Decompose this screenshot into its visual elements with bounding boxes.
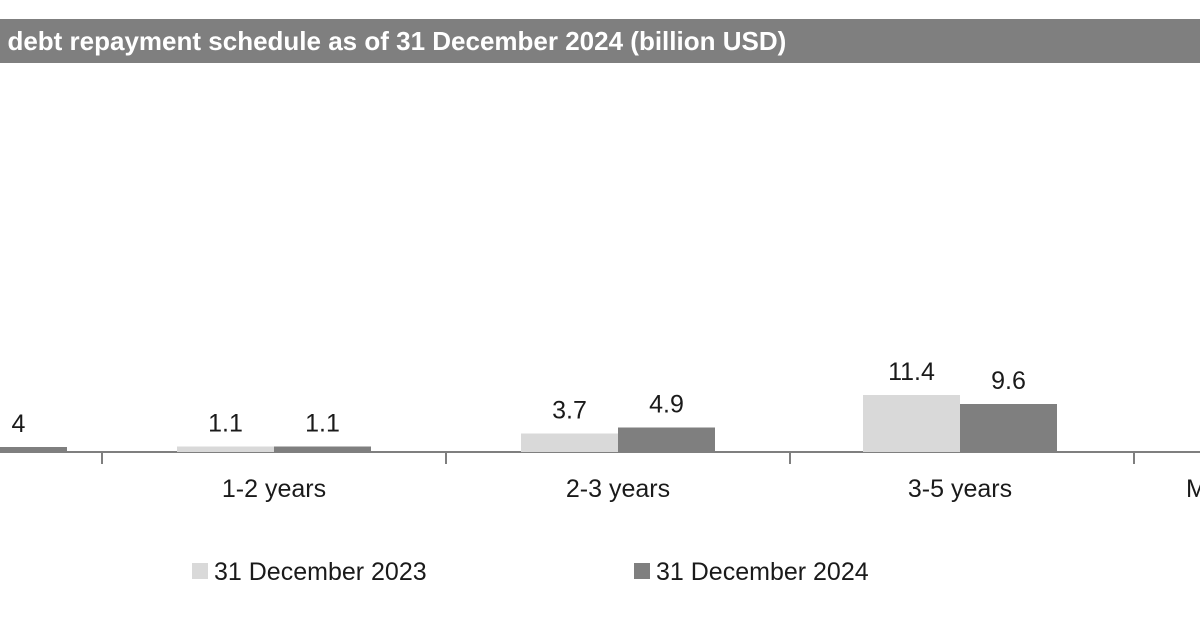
chart-title: and debt repayment schedule as of 31 Dec… bbox=[0, 26, 787, 56]
legend-label-1: 31 December 2024 bbox=[656, 558, 869, 586]
bar-2024-1 bbox=[274, 446, 371, 452]
category-label-2: 2-3 years bbox=[566, 475, 670, 503]
bar-2024-0 bbox=[0, 447, 67, 452]
bar-2023-3 bbox=[863, 395, 960, 452]
bar-2023-2 bbox=[521, 433, 618, 452]
data-label-2023-2: 3.7 bbox=[552, 397, 587, 425]
data-label-2023-3: 11.4 bbox=[888, 358, 935, 386]
data-label-2023-1: 1.1 bbox=[208, 410, 243, 438]
category-label-4: M bbox=[1186, 475, 1200, 503]
data-label-2024-3: 9.6 bbox=[991, 367, 1026, 395]
legend-label-0: 31 December 2023 bbox=[214, 558, 427, 586]
chart-title-bar: and debt repayment schedule as of 31 Dec… bbox=[0, 19, 1200, 63]
legend-swatch-1 bbox=[634, 563, 650, 579]
category-label-3: 3-5 years bbox=[908, 475, 1012, 503]
category-label-1: 1-2 years bbox=[222, 475, 326, 503]
data-label-2024-1: 1.1 bbox=[305, 410, 340, 438]
bar-2024-2 bbox=[618, 427, 715, 452]
bar-2024-3 bbox=[960, 404, 1057, 452]
legend-swatch-0 bbox=[192, 563, 208, 579]
data-label-2024-2: 4.9 bbox=[649, 391, 684, 419]
bar-2023-1 bbox=[177, 446, 274, 452]
data-label-2024-0: 4 bbox=[12, 410, 26, 438]
